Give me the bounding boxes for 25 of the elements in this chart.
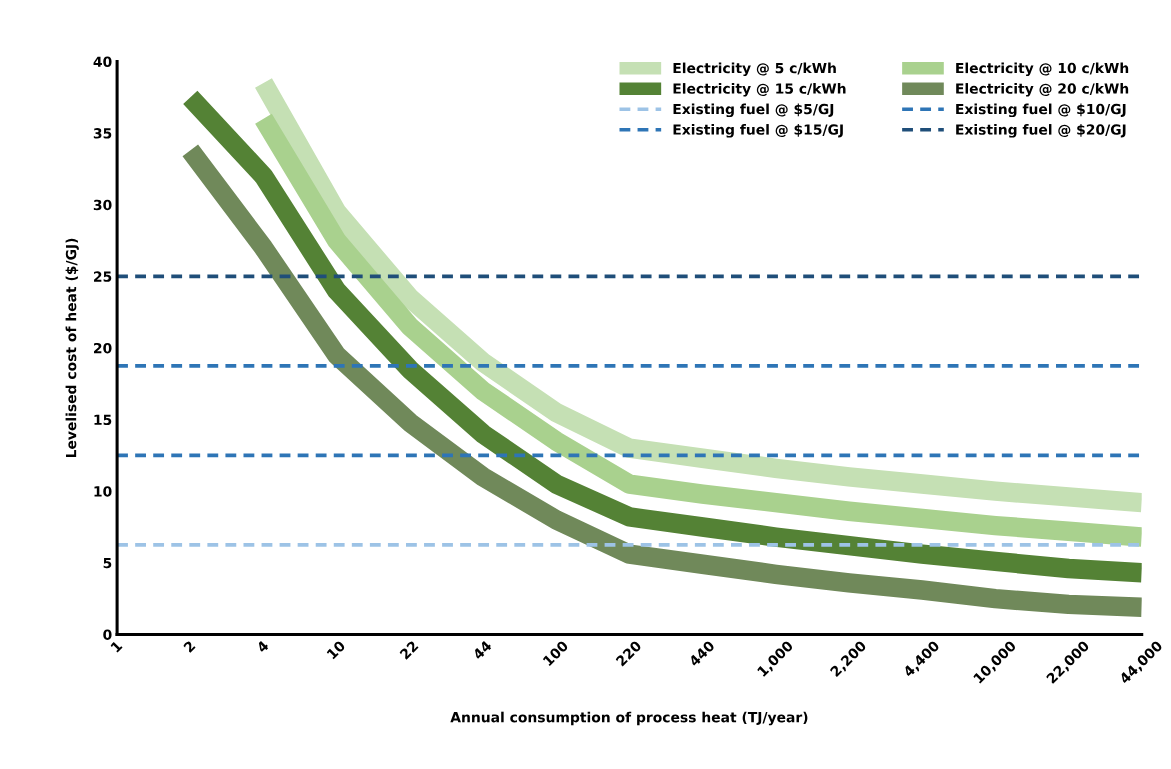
x-tick-label: 44 <box>472 640 493 660</box>
y-tick-label: 5 <box>103 557 112 569</box>
legend-label: Electricity @ 20 c/kWh <box>956 83 1129 97</box>
y-tick-label: 10 <box>94 486 112 497</box>
x-tick-label: 22 <box>399 640 419 660</box>
legend-label: Electricity @ 5 c/kWh <box>673 62 836 77</box>
y-tick-label: 25 <box>94 271 112 282</box>
x-tick-label: 10 <box>326 639 346 660</box>
y-tick-label: 20 <box>94 342 112 354</box>
x-tick-label: 4 <box>256 640 270 654</box>
x-axis-title: Annual consumption of process heat (TJ/year) <box>450 711 808 726</box>
y-tick-label: 0 <box>103 629 112 640</box>
legend-label: Existing fuel @ $5/GJ <box>673 103 834 118</box>
legend-label: Electricity @ 10 c/kWh <box>956 62 1129 77</box>
y-tick-label: 40 <box>93 56 112 67</box>
x-tick-label: 2 <box>183 640 196 653</box>
legend-label: Existing fuel @ $20/GJ <box>956 124 1126 138</box>
y-tick-label: 30 <box>93 199 112 211</box>
legend-label: Existing fuel @ $15/GJ <box>673 124 843 138</box>
y-tick-label: 15 <box>94 414 112 426</box>
x-tick-label: 1 <box>110 640 123 653</box>
legend-label: Existing fuel @ $10/GJ <box>956 103 1126 118</box>
y-axis-title: Levelised cost of heat ($/GJ) <box>65 238 79 458</box>
y-tick-label: 35 <box>93 128 112 139</box>
legend-label: Electricity @ 15 c/kWh <box>673 83 846 97</box>
